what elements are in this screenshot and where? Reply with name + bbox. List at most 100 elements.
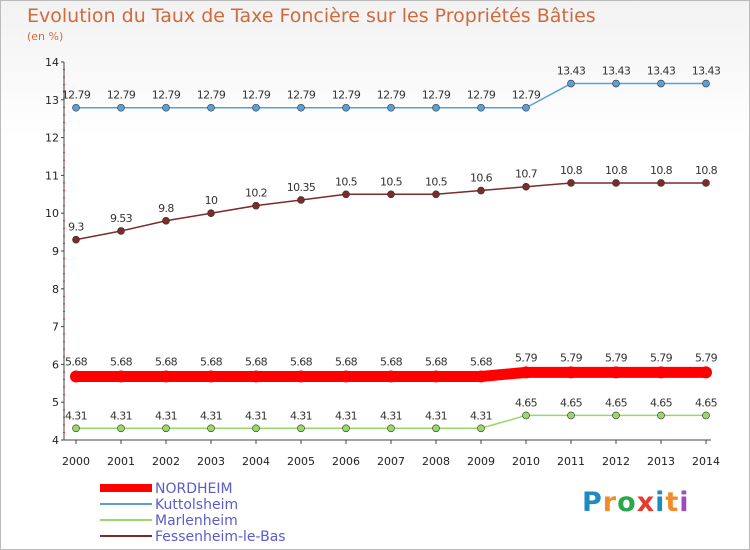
x-tick-label: 2012 bbox=[602, 455, 630, 468]
y-tick-label: 13 bbox=[45, 94, 59, 107]
data-point-marlenheim bbox=[567, 411, 575, 420]
x-tick-label: 2003 bbox=[197, 455, 225, 468]
data-label-fessenheim-le-bas: 10.7 bbox=[515, 168, 538, 181]
data-label-nordheim: 5.68 bbox=[380, 355, 403, 368]
data-label-fessenheim-le-bas: 10.6 bbox=[470, 172, 493, 185]
data-label-nordheim: 5.68 bbox=[155, 355, 178, 368]
y-tick-label: 10 bbox=[45, 207, 59, 220]
data-label-marlenheim: 4.31 bbox=[290, 409, 312, 422]
data-point-kuttolsheim bbox=[522, 103, 530, 112]
data-label-kuttolsheim: 12.79 bbox=[197, 89, 226, 102]
data-point-nordheim bbox=[655, 366, 667, 379]
data-point-nordheim bbox=[475, 370, 487, 383]
data-label-fessenheim-le-bas: 9.8 bbox=[158, 202, 174, 215]
data-label-marlenheim: 4.31 bbox=[335, 409, 357, 422]
data-label-marlenheim: 4.65 bbox=[695, 396, 718, 409]
data-point-kuttolsheim bbox=[342, 103, 350, 112]
x-tick-label: 2013 bbox=[647, 455, 675, 468]
data-point-marlenheim bbox=[477, 424, 485, 433]
data-label-marlenheim: 4.31 bbox=[65, 409, 87, 422]
data-label-fessenheim-le-bas: 10 bbox=[205, 194, 218, 207]
data-point-marlenheim bbox=[207, 424, 215, 433]
data-point-marlenheim bbox=[522, 411, 530, 420]
x-tick-label: 2002 bbox=[152, 455, 180, 468]
y-tick-label: 7 bbox=[52, 321, 59, 334]
data-label-marlenheim: 4.65 bbox=[650, 396, 673, 409]
data-point-fessenheim-le-bas bbox=[477, 186, 485, 195]
data-point-fessenheim-le-bas bbox=[702, 179, 710, 187]
data-label-marlenheim: 4.31 bbox=[380, 409, 402, 422]
data-point-nordheim bbox=[340, 370, 352, 383]
data-point-kuttolsheim bbox=[72, 103, 80, 112]
data-point-marlenheim bbox=[297, 424, 305, 433]
data-point-nordheim bbox=[205, 370, 217, 383]
data-label-nordheim: 5.68 bbox=[425, 355, 448, 368]
data-label-nordheim: 5.79 bbox=[560, 351, 583, 364]
data-label-fessenheim-le-bas: 10.5 bbox=[335, 175, 358, 188]
unit-label: (en %) bbox=[27, 30, 64, 43]
x-tick-label: 2010 bbox=[512, 455, 540, 468]
data-point-fessenheim-le-bas bbox=[297, 196, 305, 204]
data-label-fessenheim-le-bas: 10.8 bbox=[560, 164, 583, 177]
data-label-fessenheim-le-bas: 10.8 bbox=[605, 164, 628, 177]
axes: 4 5 6 7 8 9 10 11 12 13 14 2000 2001 2002 2003 2004 2005… bbox=[45, 56, 720, 468]
data-label-kuttolsheim: 13.43 bbox=[692, 65, 721, 78]
data-point-kuttolsheim bbox=[252, 103, 260, 112]
data-label-fessenheim-le-bas: 9.53 bbox=[110, 212, 133, 225]
data-point-fessenheim-le-bas bbox=[567, 179, 575, 187]
logo-letter: t bbox=[665, 487, 680, 518]
x-tick-label: 2014 bbox=[692, 455, 720, 468]
x-tick-label: 2000 bbox=[62, 455, 90, 468]
data-label-kuttolsheim: 12.79 bbox=[377, 89, 406, 102]
logo-letter: r bbox=[602, 487, 618, 518]
y-tick-label: 8 bbox=[52, 283, 59, 296]
data-label-marlenheim: 4.31 bbox=[425, 409, 447, 422]
data-point-fessenheim-le-bas bbox=[387, 190, 395, 199]
data-label-marlenheim: 4.31 bbox=[470, 409, 492, 422]
data-point-kuttolsheim bbox=[702, 79, 710, 88]
data-label-marlenheim: 4.65 bbox=[515, 396, 538, 409]
y-tick-label: 5 bbox=[52, 396, 59, 409]
data-label-fessenheim-le-bas: 10.2 bbox=[245, 187, 267, 200]
data-label-kuttolsheim: 12.79 bbox=[422, 89, 451, 102]
logo-letter: o bbox=[617, 487, 637, 518]
data-label-fessenheim-le-bas: 10.5 bbox=[380, 175, 403, 188]
data-point-marlenheim bbox=[342, 424, 350, 433]
x-tick-label: 2007 bbox=[377, 455, 405, 468]
data-point-nordheim bbox=[430, 370, 442, 383]
data-point-kuttolsheim bbox=[297, 103, 305, 112]
data-label-nordheim: 5.68 bbox=[335, 355, 358, 368]
data-label-nordheim: 5.68 bbox=[290, 355, 313, 368]
data-point-fessenheim-le-bas bbox=[342, 190, 350, 199]
data-point-kuttolsheim bbox=[432, 103, 440, 112]
data-point-fessenheim-le-bas bbox=[657, 179, 665, 187]
data-label-kuttolsheim: 12.79 bbox=[332, 89, 361, 102]
data-label-nordheim: 5.68 bbox=[470, 355, 493, 368]
x-tick-label: 2011 bbox=[557, 455, 585, 468]
data-label-marlenheim: 4.31 bbox=[245, 409, 267, 422]
data-point-marlenheim bbox=[72, 424, 80, 433]
data-point-kuttolsheim bbox=[477, 103, 485, 112]
logo-letter: x bbox=[636, 487, 656, 518]
data-label-nordheim: 5.79 bbox=[695, 351, 718, 364]
data-point-marlenheim bbox=[612, 411, 620, 420]
data-point-marlenheim bbox=[252, 424, 260, 433]
data-point-fessenheim-le-bas bbox=[252, 201, 260, 210]
data-label-kuttolsheim: 12.79 bbox=[242, 89, 271, 102]
data-label-kuttolsheim: 12.79 bbox=[287, 89, 316, 102]
legend-label-marlenheim: Marlenheim bbox=[155, 513, 238, 529]
data-label-fessenheim-le-bas: 9.3 bbox=[68, 221, 84, 234]
x-tick-label: 2005 bbox=[287, 455, 315, 468]
data-point-marlenheim bbox=[117, 424, 125, 433]
data-point-kuttolsheim bbox=[207, 103, 215, 112]
data-point-nordheim bbox=[250, 370, 262, 383]
data-label-fessenheim-le-bas: 10.5 bbox=[425, 175, 448, 188]
data-label-nordheim: 5.79 bbox=[650, 351, 673, 364]
data-point-fessenheim-le-bas bbox=[72, 235, 80, 244]
data-label-kuttolsheim: 12.79 bbox=[62, 89, 91, 102]
data-point-nordheim bbox=[70, 370, 82, 383]
proxiti-logo: Proxiti bbox=[582, 487, 690, 518]
data-point-nordheim bbox=[610, 366, 622, 379]
